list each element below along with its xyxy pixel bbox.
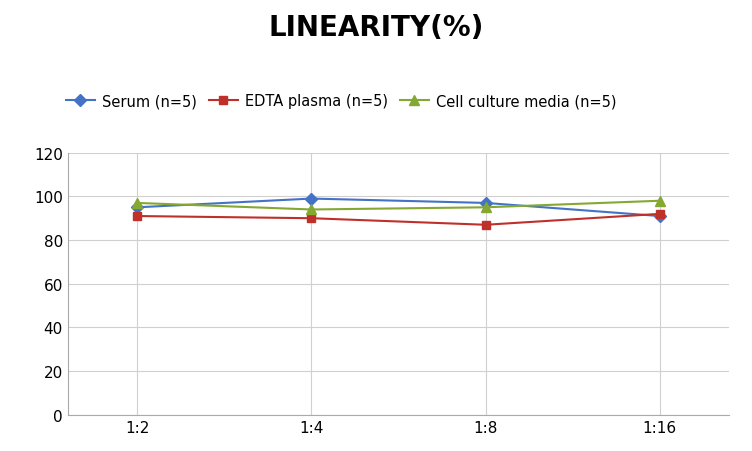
Legend: Serum (n=5), EDTA plasma (n=5), Cell culture media (n=5): Serum (n=5), EDTA plasma (n=5), Cell cul… [60, 88, 623, 115]
EDTA plasma (n=5) [307, 216, 316, 221]
Serum (n=5) [481, 201, 490, 206]
Line: EDTA plasma (n=5): EDTA plasma (n=5) [133, 210, 664, 230]
Serum (n=5) [307, 197, 316, 202]
Cell culture media (n=5) [655, 198, 664, 204]
Cell culture media (n=5) [133, 201, 142, 206]
Text: LINEARITY(%): LINEARITY(%) [268, 14, 484, 41]
Serum (n=5) [655, 214, 664, 219]
EDTA plasma (n=5) [481, 222, 490, 228]
EDTA plasma (n=5) [133, 214, 142, 219]
Serum (n=5) [133, 205, 142, 211]
Line: Serum (n=5): Serum (n=5) [133, 195, 664, 221]
Line: Cell culture media (n=5): Cell culture media (n=5) [132, 197, 665, 215]
EDTA plasma (n=5) [655, 212, 664, 217]
Cell culture media (n=5) [307, 207, 316, 213]
Cell culture media (n=5) [481, 205, 490, 211]
